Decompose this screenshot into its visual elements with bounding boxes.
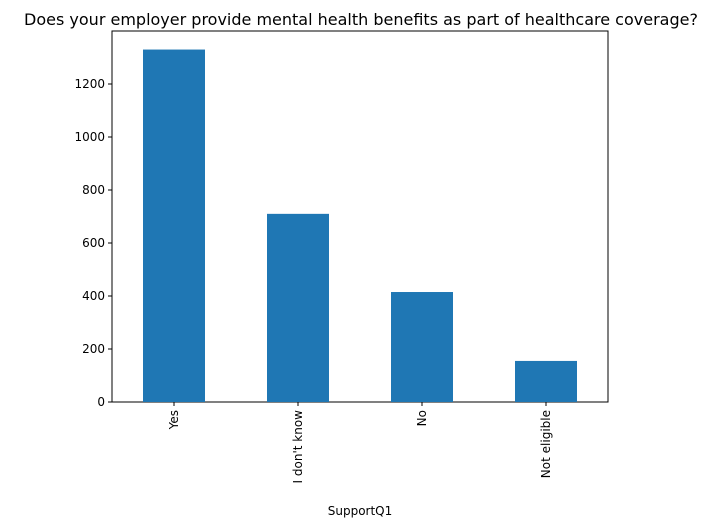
bar-3 (515, 360, 577, 402)
chart-title: Does your employer provide mental health… (24, 10, 698, 29)
plot-area (111, 30, 609, 403)
y-tick-label-2: 400 (82, 289, 105, 303)
y-tick-label-6: 1200 (74, 77, 105, 91)
plot-frame (111, 30, 609, 403)
y-axis: 0 200 400 600 800 1000 1200 (74, 77, 112, 409)
x-tick-label-3: Not eligible (539, 410, 553, 478)
bars-group (143, 49, 577, 403)
y-tick-label-4: 800 (82, 183, 105, 197)
x-axis: Yes I don't know No Not eligible (167, 402, 553, 483)
x-tick-label-1: I don't know (291, 410, 305, 484)
bar-0 (143, 49, 205, 403)
x-tick-label-0: Yes (167, 410, 181, 430)
y-tick-label-3: 600 (82, 236, 105, 250)
x-tick-label-2: No (415, 410, 429, 426)
y-tick-label-1: 200 (82, 342, 105, 356)
y-tick-label-5: 1000 (74, 130, 105, 144)
y-tick-label-0: 0 (97, 395, 105, 409)
bar-1 (267, 213, 329, 402)
bar-2 (391, 292, 453, 402)
x-axis-label: SupportQ1 (328, 504, 393, 518)
